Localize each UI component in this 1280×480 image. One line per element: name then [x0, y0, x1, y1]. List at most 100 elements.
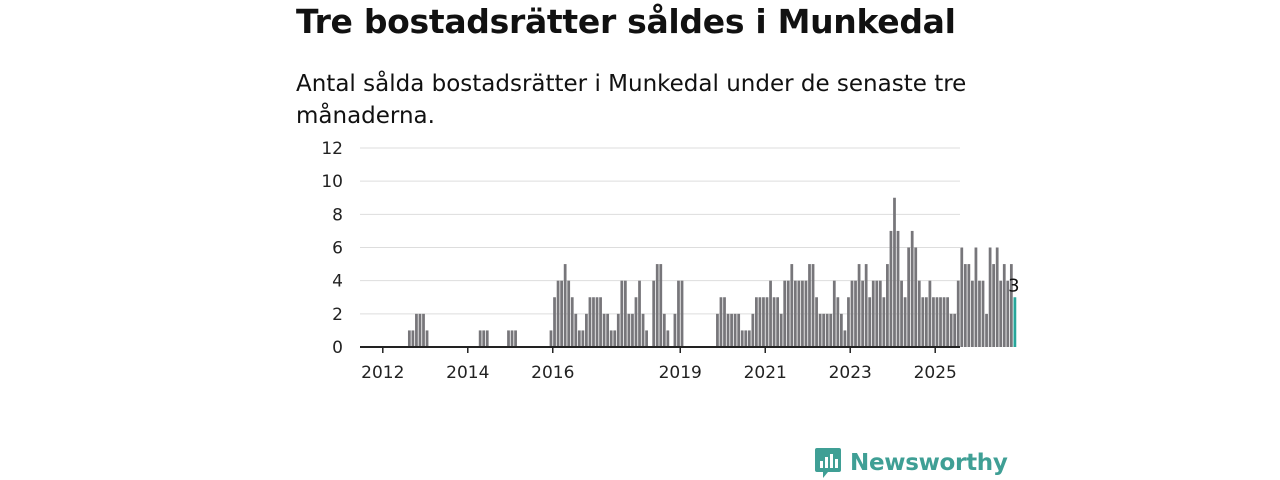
- bar: [889, 230, 893, 347]
- bar: [609, 330, 613, 347]
- bar: [716, 313, 719, 347]
- bar: [719, 297, 723, 347]
- bar: [939, 297, 942, 347]
- bar: [932, 297, 935, 347]
- bars: [407, 197, 1017, 347]
- bar: [946, 297, 949, 347]
- bar: [620, 280, 624, 347]
- bar: [971, 280, 974, 347]
- bar: [595, 297, 599, 347]
- bar: [758, 297, 762, 347]
- y-tick-label: 4: [332, 272, 343, 292]
- bar: [818, 313, 822, 347]
- bar: [415, 313, 418, 347]
- bar: [868, 297, 872, 347]
- bar: [815, 297, 818, 347]
- bar: [755, 297, 758, 347]
- bar: [585, 313, 588, 347]
- bar: [680, 280, 684, 347]
- bar: [570, 297, 574, 347]
- bar: [804, 280, 808, 347]
- axes: 0 2 4 6 8 10 12 2012 2014 2016 2019 2021 2023 2025 3: [321, 139, 1019, 383]
- bar: [832, 280, 836, 347]
- bar: [751, 313, 755, 347]
- bar: [765, 297, 769, 347]
- last-value-label: 3: [1008, 275, 1019, 296]
- x-tick-label: 2021: [744, 363, 787, 383]
- bar: [864, 264, 868, 347]
- bar: [560, 280, 563, 347]
- bar: [723, 297, 726, 347]
- bar: [960, 247, 964, 347]
- bar: [673, 313, 677, 347]
- bar: [772, 297, 776, 347]
- bar: [999, 280, 1003, 347]
- bar: [510, 330, 514, 347]
- bar: [602, 313, 606, 347]
- bar: [878, 280, 882, 347]
- bar: [482, 330, 486, 347]
- bar: [928, 280, 932, 347]
- bar: [843, 330, 847, 347]
- chart-subtitle: Antal sålda bostadsrätter i Munkedal und…: [296, 71, 967, 129]
- y-tick-label: 2: [332, 305, 343, 325]
- bar: [567, 280, 571, 347]
- bar: [776, 297, 780, 347]
- bar: [790, 264, 794, 347]
- bar: [577, 330, 581, 347]
- bar: [917, 280, 921, 347]
- bar: [652, 280, 656, 347]
- x-tick-label: 2012: [361, 363, 404, 383]
- bar: [882, 297, 886, 347]
- y-tick-label: 10: [321, 172, 343, 192]
- bar: [507, 330, 510, 347]
- bar: [988, 247, 992, 347]
- bar: [924, 297, 928, 347]
- brand-name: Newsworthy: [850, 450, 1008, 476]
- bar: [811, 264, 815, 347]
- bar: [666, 330, 670, 347]
- bar: [662, 313, 666, 347]
- bar: [839, 313, 843, 347]
- bar: [992, 264, 996, 347]
- bar: [556, 280, 560, 347]
- y-tick-label: 8: [332, 205, 343, 225]
- bar: [514, 330, 517, 347]
- bar: [903, 297, 907, 347]
- bar: [779, 313, 783, 347]
- bar-chart: 0 2 4 6 8 10 12 2012 2014 2016 2019 2021 2023 2025 3: [321, 139, 1019, 383]
- bar: [726, 313, 730, 347]
- bar: [411, 330, 415, 347]
- bar: [861, 280, 864, 347]
- bar: [606, 313, 610, 347]
- bar: [786, 280, 790, 347]
- bar: [740, 330, 744, 347]
- bar: [485, 330, 489, 347]
- bar: [836, 297, 840, 347]
- bar: [900, 280, 903, 347]
- bar: [907, 247, 911, 347]
- bar: [850, 280, 854, 347]
- bar: [942, 297, 946, 347]
- bar: [659, 264, 663, 347]
- bar: [733, 313, 737, 347]
- y-tick-label: 0: [332, 338, 343, 358]
- bar: [655, 264, 659, 347]
- bar: [893, 197, 896, 347]
- x-tick-label: 2023: [829, 363, 872, 383]
- y-tick-label: 6: [332, 239, 343, 259]
- bar: [822, 313, 826, 347]
- bar: [886, 264, 889, 347]
- bar: [769, 280, 772, 347]
- bar: [985, 313, 988, 347]
- bar: [638, 280, 641, 347]
- bar: [1006, 280, 1010, 347]
- bar: [599, 297, 602, 347]
- bar: [574, 313, 578, 347]
- bar: [797, 280, 801, 347]
- bar: [744, 330, 748, 347]
- bar: [935, 297, 939, 347]
- bar: [825, 313, 829, 347]
- bar: [963, 264, 967, 347]
- bar: [974, 247, 978, 347]
